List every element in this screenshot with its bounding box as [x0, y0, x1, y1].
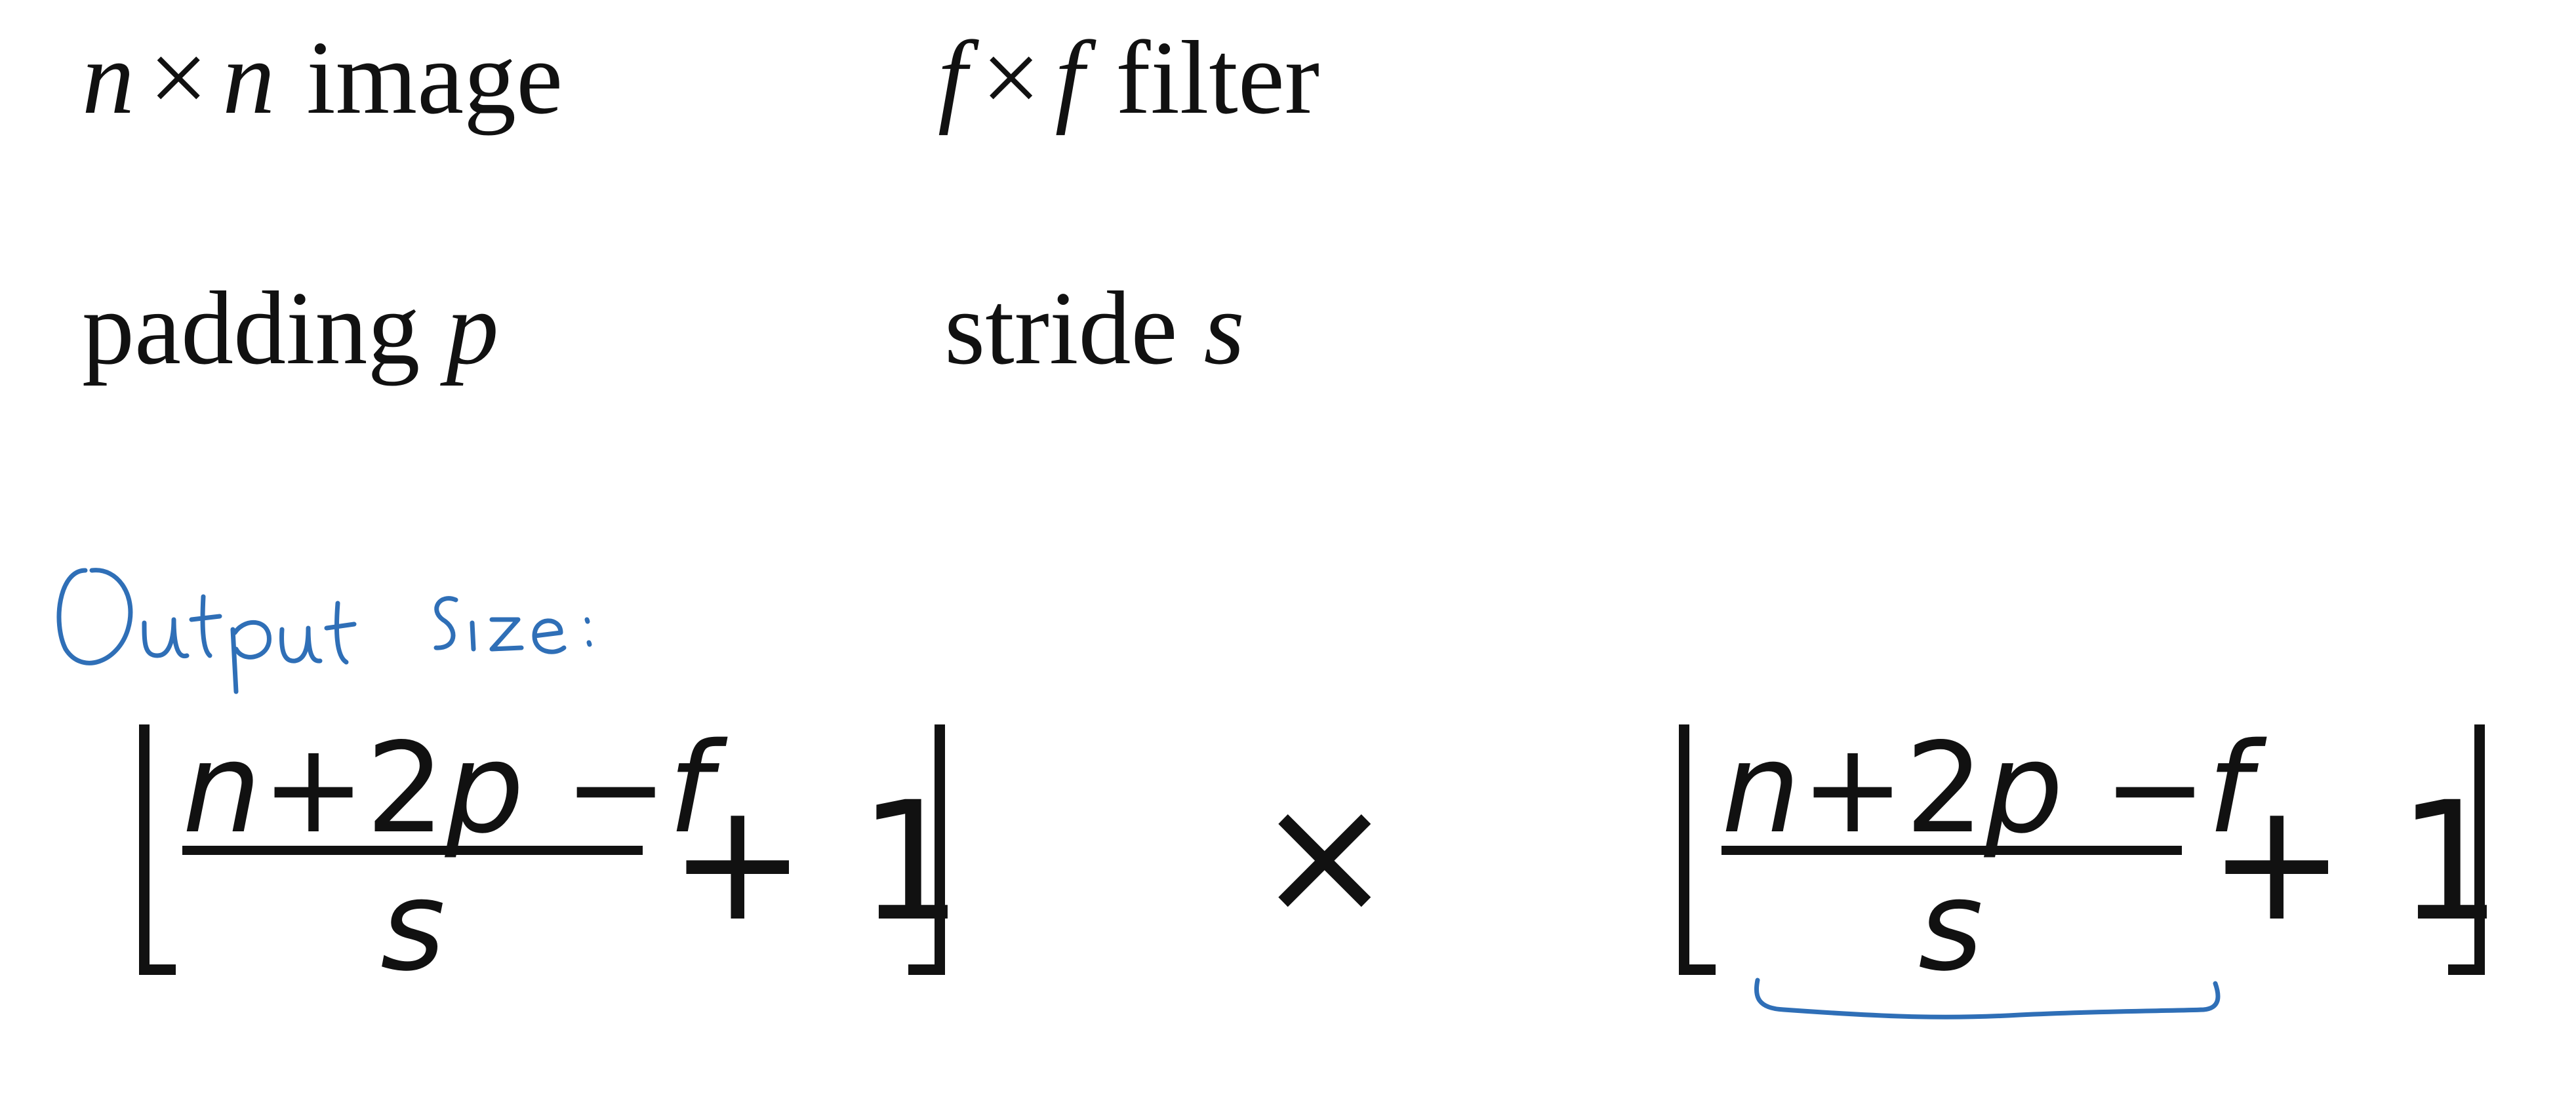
hand-letter-O	[56, 568, 133, 665]
filter-var-1: f	[938, 19, 967, 136]
right-denominator: s	[1918, 854, 1983, 999]
image-size-definition: n × n image	[82, 25, 563, 130]
hand-letter-t2	[324, 601, 357, 665]
padding-definition: padding p	[82, 275, 498, 380]
left-floor-bracket-close	[908, 724, 945, 975]
filter-times: ×	[981, 19, 1041, 136]
left-floor-bracket-open	[139, 724, 176, 975]
right-num-n: n	[1721, 716, 1801, 861]
left-numerator: n+2p −f	[182, 726, 712, 851]
hand-letter-u	[142, 617, 190, 659]
hand-letter-i	[470, 620, 476, 652]
right-floor-bracket-close	[2448, 724, 2485, 975]
left-plus-one: + 1	[669, 766, 963, 957]
hand-letter-S	[433, 596, 458, 650]
multiplication-sign: ×	[1256, 760, 1394, 951]
left-denominator: s	[380, 854, 445, 999]
stride-var: s	[1203, 269, 1245, 386]
right-fraction-bar	[1721, 846, 2182, 855]
hand-letter-p	[230, 620, 272, 694]
stride-definition: stride s	[944, 275, 1245, 380]
right-num-p: p	[1984, 716, 2064, 861]
right-plus-one: + 1	[2208, 766, 2502, 957]
right-num-f: f	[2207, 716, 2251, 861]
left-num-plus-two: +2	[261, 716, 445, 861]
left-fraction-bar	[182, 846, 643, 855]
hand-letter-t	[189, 594, 222, 658]
hand-letter-u2	[279, 625, 323, 663]
filter-size-definition: f × f filter	[938, 25, 1319, 130]
left-num-p: p	[445, 716, 525, 861]
stride-label: stride	[944, 269, 1178, 386]
image-times: ×	[149, 19, 209, 136]
right-numerator: n+2p −f	[1721, 726, 2251, 851]
image-var-2: n	[222, 19, 275, 136]
right-floor-bracket-open	[1679, 724, 1716, 975]
hand-letter-colon	[584, 617, 592, 647]
hand-letter-e	[532, 618, 567, 654]
padding-var: p	[446, 269, 499, 386]
left-num-minus: −	[524, 716, 668, 861]
filter-label: filter	[1116, 19, 1320, 136]
filter-var-2: f	[1055, 19, 1085, 136]
image-var-1: n	[82, 19, 134, 136]
left-num-n: n	[182, 716, 262, 861]
handwritten-underbrace	[1754, 978, 2221, 1019]
handwritten-output-size-annotation	[56, 568, 592, 694]
hand-letter-z	[489, 617, 524, 652]
image-label: image	[306, 19, 563, 136]
left-num-f: f	[668, 716, 712, 861]
right-num-minus: −	[2063, 716, 2207, 861]
padding-label: padding	[82, 269, 420, 386]
right-num-plus-two: +2	[1800, 716, 1984, 861]
